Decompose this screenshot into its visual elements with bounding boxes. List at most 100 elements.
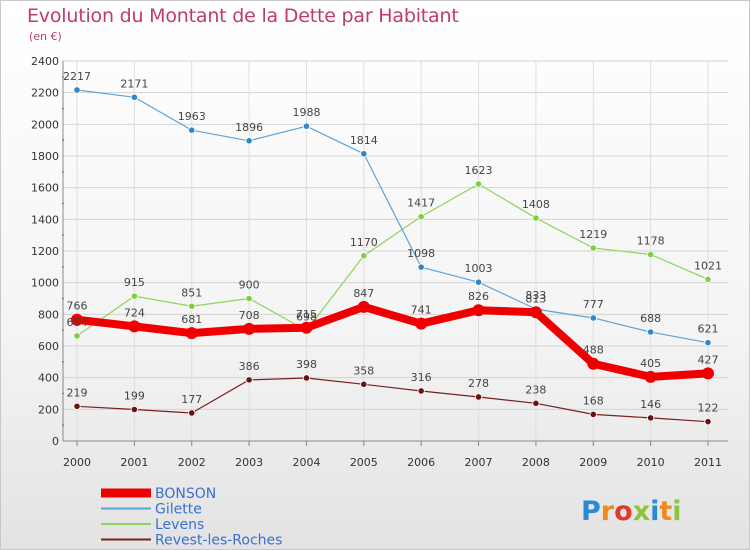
data-point xyxy=(532,214,540,222)
data-label: 1178 xyxy=(637,234,665,247)
data-point xyxy=(474,180,483,188)
data-point xyxy=(704,275,712,283)
data-point xyxy=(474,278,483,286)
data-label: 2171 xyxy=(120,77,148,90)
logo-letter: P xyxy=(581,496,601,527)
data-point xyxy=(360,380,368,388)
data-point xyxy=(587,357,600,370)
x-tick-label: 2002 xyxy=(178,456,206,469)
data-label: 847 xyxy=(353,287,374,300)
data-point xyxy=(245,137,253,145)
data-point xyxy=(474,393,483,401)
legend-label: Levens xyxy=(155,517,204,533)
legend-label: Gilette xyxy=(155,502,202,518)
x-tick-label: 2004 xyxy=(292,456,320,469)
y-tick-label: 1400 xyxy=(31,213,59,226)
logo-letter: x xyxy=(633,496,650,527)
y-tick-label: 2200 xyxy=(31,87,59,100)
data-label: 1219 xyxy=(579,228,607,241)
data-point xyxy=(415,317,428,330)
x-tick-label: 2001 xyxy=(120,456,148,469)
chart-title: Evolution du Montant de la Dette par Hab… xyxy=(27,5,459,27)
series-line xyxy=(76,377,709,423)
data-point xyxy=(188,302,196,310)
data-label: 2217 xyxy=(63,70,91,83)
y-tick-label: 200 xyxy=(38,403,59,416)
data-point xyxy=(472,304,485,317)
data-point xyxy=(417,387,425,395)
data-point xyxy=(589,410,597,418)
x-tick-label: 2007 xyxy=(465,456,493,469)
data-label: 238 xyxy=(525,383,546,396)
data-label: 681 xyxy=(181,313,202,326)
data-label: 398 xyxy=(296,358,317,371)
y-tick-label: 1800 xyxy=(31,150,59,163)
data-label: 168 xyxy=(583,394,604,407)
y-tick-label: 1000 xyxy=(31,277,59,290)
data-label: 488 xyxy=(583,344,604,357)
chart-subtitle: (en €) xyxy=(29,30,62,43)
data-label: 405 xyxy=(640,357,661,370)
data-label: 146 xyxy=(640,398,661,411)
data-label: 851 xyxy=(181,286,202,299)
data-point xyxy=(704,418,712,426)
logo-letter: i xyxy=(672,496,681,527)
svg-text:Proxiti: Proxiti xyxy=(581,496,682,527)
logo-letter: r xyxy=(601,496,615,527)
logo-letter: i xyxy=(650,496,659,527)
y-tick-label: 400 xyxy=(38,372,59,385)
x-tick-label: 2000 xyxy=(63,456,91,469)
data-point xyxy=(302,374,311,382)
data-point xyxy=(71,313,83,326)
data-label: 724 xyxy=(124,306,145,319)
data-label: 386 xyxy=(239,360,260,373)
x-tick-label: 2008 xyxy=(522,456,550,469)
data-point xyxy=(300,321,313,334)
logo-letter: o xyxy=(614,496,633,527)
data-label: 1417 xyxy=(407,197,435,210)
data-point xyxy=(532,399,540,407)
data-label: 219 xyxy=(67,386,88,399)
y-tick-label: 2400 xyxy=(31,55,59,68)
data-label: 766 xyxy=(67,300,88,313)
data-label: 1003 xyxy=(465,262,493,275)
data-point xyxy=(73,402,81,410)
data-label: 715 xyxy=(296,308,317,321)
series-line xyxy=(76,183,709,337)
y-tick-label: 600 xyxy=(38,340,59,353)
data-label: 358 xyxy=(353,364,374,377)
y-tick-label: 1200 xyxy=(31,245,59,258)
data-point xyxy=(128,320,141,333)
data-point xyxy=(702,367,714,380)
data-point xyxy=(73,332,81,340)
data-label: 1098 xyxy=(407,247,435,260)
x-tick-label: 2011 xyxy=(694,456,722,469)
data-point xyxy=(704,339,712,347)
data-label: 813 xyxy=(525,292,546,305)
x-tick-label: 2010 xyxy=(637,456,665,469)
data-point xyxy=(245,294,253,303)
data-label: 833 xyxy=(525,289,546,302)
data-point xyxy=(589,244,597,252)
data-label: 1963 xyxy=(178,110,206,123)
data-label: 688 xyxy=(640,312,661,325)
data-point xyxy=(130,93,138,101)
data-point xyxy=(245,376,253,384)
y-tick-label: 2000 xyxy=(31,118,59,131)
data-label: 122 xyxy=(698,402,719,415)
data-point xyxy=(417,263,425,271)
legend-label: Revest-les-Roches xyxy=(155,533,282,549)
data-label: 708 xyxy=(239,309,260,322)
data-point xyxy=(243,322,256,335)
y-tick-label: 800 xyxy=(38,308,59,321)
data-label: 1170 xyxy=(350,236,378,249)
legend-label: BONSON xyxy=(155,486,216,502)
data-label: 1408 xyxy=(522,198,550,211)
x-tick-label: 2005 xyxy=(350,456,378,469)
data-point xyxy=(589,314,597,322)
data-point xyxy=(647,328,655,336)
data-point xyxy=(644,370,657,383)
data-label: 427 xyxy=(698,353,719,366)
data-point xyxy=(647,250,655,259)
